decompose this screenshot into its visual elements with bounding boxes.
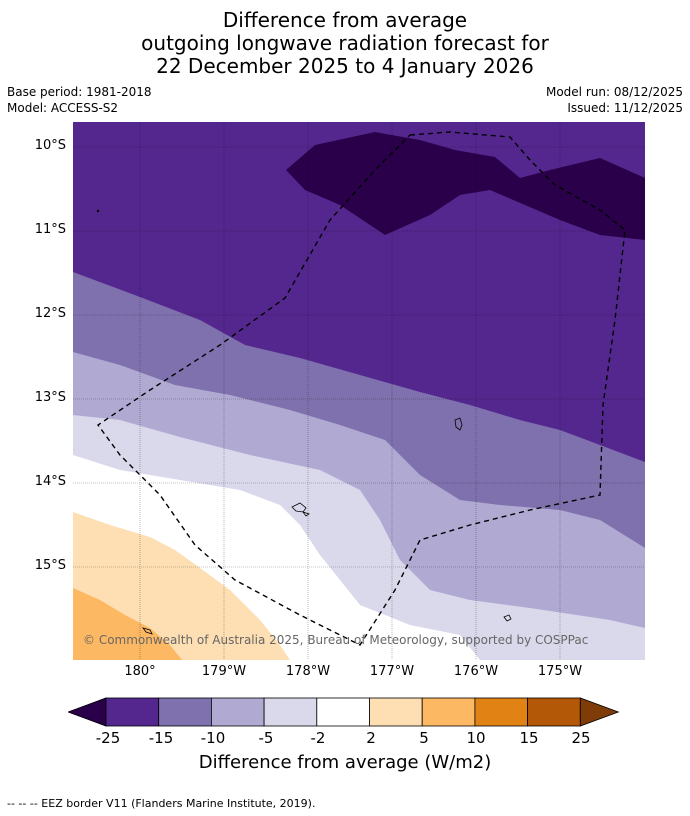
colorbar-label: Difference from average (W/m2) [198,752,492,773]
lat-tick-12s: 12°S [34,306,66,321]
model-run: Model run: 08/12/2025 [545,85,683,99]
cb-tick-9: 25 [571,729,591,747]
field-pos5 [73,588,182,660]
lon-tick-176w: 176°W [453,664,499,679]
graticule [73,122,645,660]
cb-tick-7: 10 [466,729,486,747]
cb-tick-5: 2 [366,729,376,747]
colorbar-segment-4 [316,697,370,727]
map [73,122,645,660]
cb-tick-0: -25 [95,729,121,747]
colorbar-segment-7 [474,697,528,727]
lon-tick-177w: 177°W [369,664,415,679]
lat-tick-13s: 13°S [34,390,66,405]
island-dot [96,209,100,213]
lon-tick-180: 180° [124,664,156,679]
eez-border [97,131,626,646]
colorbar-segment-1 [158,697,212,727]
cb-tick-6: 5 [419,729,429,747]
colorbar-segment-6 [421,697,476,727]
cb-tick-1: -15 [148,729,174,747]
title-line-3: 22 December 2025 to 4 January 2026 [156,54,534,78]
colorbar-extend-low [68,697,107,727]
colorbar-segment-5 [369,697,423,727]
lat-tick-15s: 15°S [34,558,66,573]
lon-tick-178w: 178°W [285,664,331,679]
cb-tick-2: -10 [200,729,226,747]
model-name: Model: ACCESS-S2 [7,101,119,115]
title-line-2: outgoing longwave radiation forecast for [141,31,549,55]
lon-tick-179w: 179°W [201,664,247,679]
lat-tick-10s: 10°S [34,138,66,153]
lat-tick-11s: 11°S [34,222,66,237]
colorbar-segment-0 [105,697,160,727]
field-neg25 [286,132,645,240]
island-b [291,502,310,517]
base-period: Base period: 1981-2018 [7,85,152,99]
issued-date: Issued: 11/12/2025 [567,101,683,115]
colorbar-segment-3 [263,697,318,727]
copyright-notice: © Commonwealth of Australia 2025, Bureau… [83,633,589,647]
cb-tick-3: -5 [258,729,274,747]
lat-tick-14s: 14°S [34,474,66,489]
colorbar-extend-high [579,697,620,727]
cb-tick-4: -2 [310,729,326,747]
lon-tick-175w: 175°W [537,664,583,679]
island-a [454,417,463,431]
island-c [503,614,512,622]
eez-legend: -- -- -- EEZ border V11 (Flanders Marine… [7,797,316,810]
title-line-1: Difference from average [222,8,468,32]
colorbar [68,697,620,727]
colorbar-segment-2 [210,697,265,727]
island-d [141,627,153,635]
colorbar-segment-8 [527,697,581,727]
cb-tick-8: 15 [519,729,539,747]
